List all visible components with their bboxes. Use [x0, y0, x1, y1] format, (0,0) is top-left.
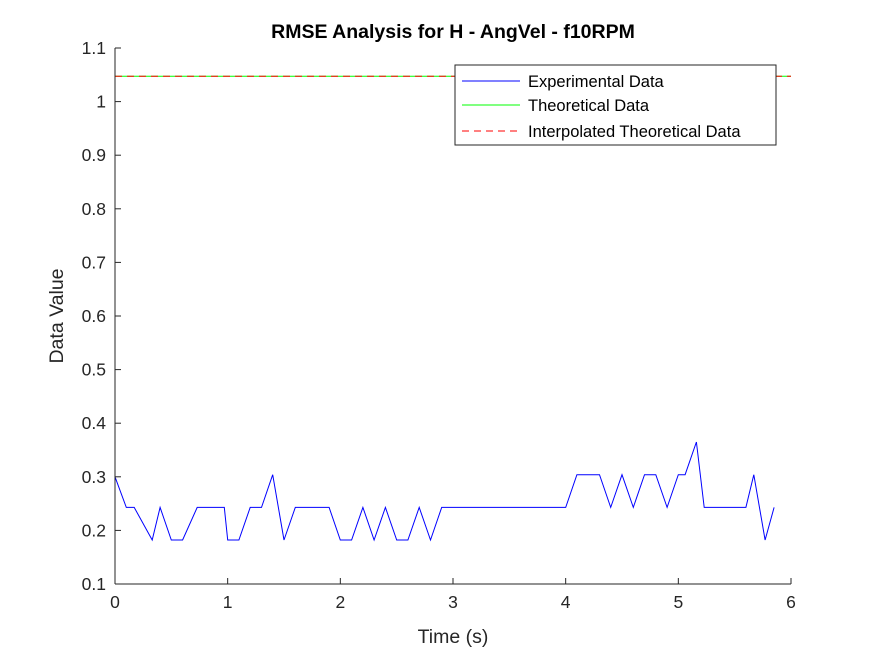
y-tick-label: 0.4 [82, 413, 107, 433]
y-tick-label: 0.5 [82, 360, 106, 380]
series-line-0 [114, 441, 775, 542]
y-tick-label: 1.1 [82, 38, 106, 58]
legend: Experimental Data Theoretical Data Inter… [454, 64, 777, 146]
x-tick-label: 1 [223, 592, 233, 612]
chart-title: RMSE Analysis for H - AngVel - f10RPM [271, 21, 635, 43]
x-tick-label: 5 [673, 592, 683, 612]
y-tick-label: 0.1 [82, 574, 106, 594]
y-axis-label: Data Value [46, 268, 68, 363]
x-tick-label: 3 [448, 592, 458, 612]
legend-label-theoretical: Theoretical Data [528, 97, 650, 115]
legend-label-experimental: Experimental Data [528, 73, 665, 91]
y-tick-label: 0.9 [82, 145, 106, 165]
y-tick-label: 0.7 [82, 252, 106, 272]
x-tick-label: 2 [335, 592, 345, 612]
legend-label-interpolated: Interpolated Theoretical Data [528, 123, 741, 141]
series-lines [114, 75, 791, 542]
y-tick-label: 0.6 [82, 306, 106, 326]
y-tick-label: 0.3 [82, 467, 106, 487]
x-axis-label: Time (s) [418, 626, 489, 648]
x-tick-label: 0 [110, 592, 120, 612]
x-tick-label: 6 [786, 592, 796, 612]
x-tick-label: 4 [561, 592, 571, 612]
y-tick-label: 0.2 [82, 520, 106, 540]
legend-box [454, 64, 777, 146]
ticks: 0 1 2 3 4 5 6 0.1 0.2 0.3 0.4 0.5 0.6 0.7 0.8 0.9 1 1.1 [82, 38, 796, 612]
y-tick-label: 1 [96, 92, 106, 112]
y-tick-label: 0.8 [82, 199, 106, 219]
